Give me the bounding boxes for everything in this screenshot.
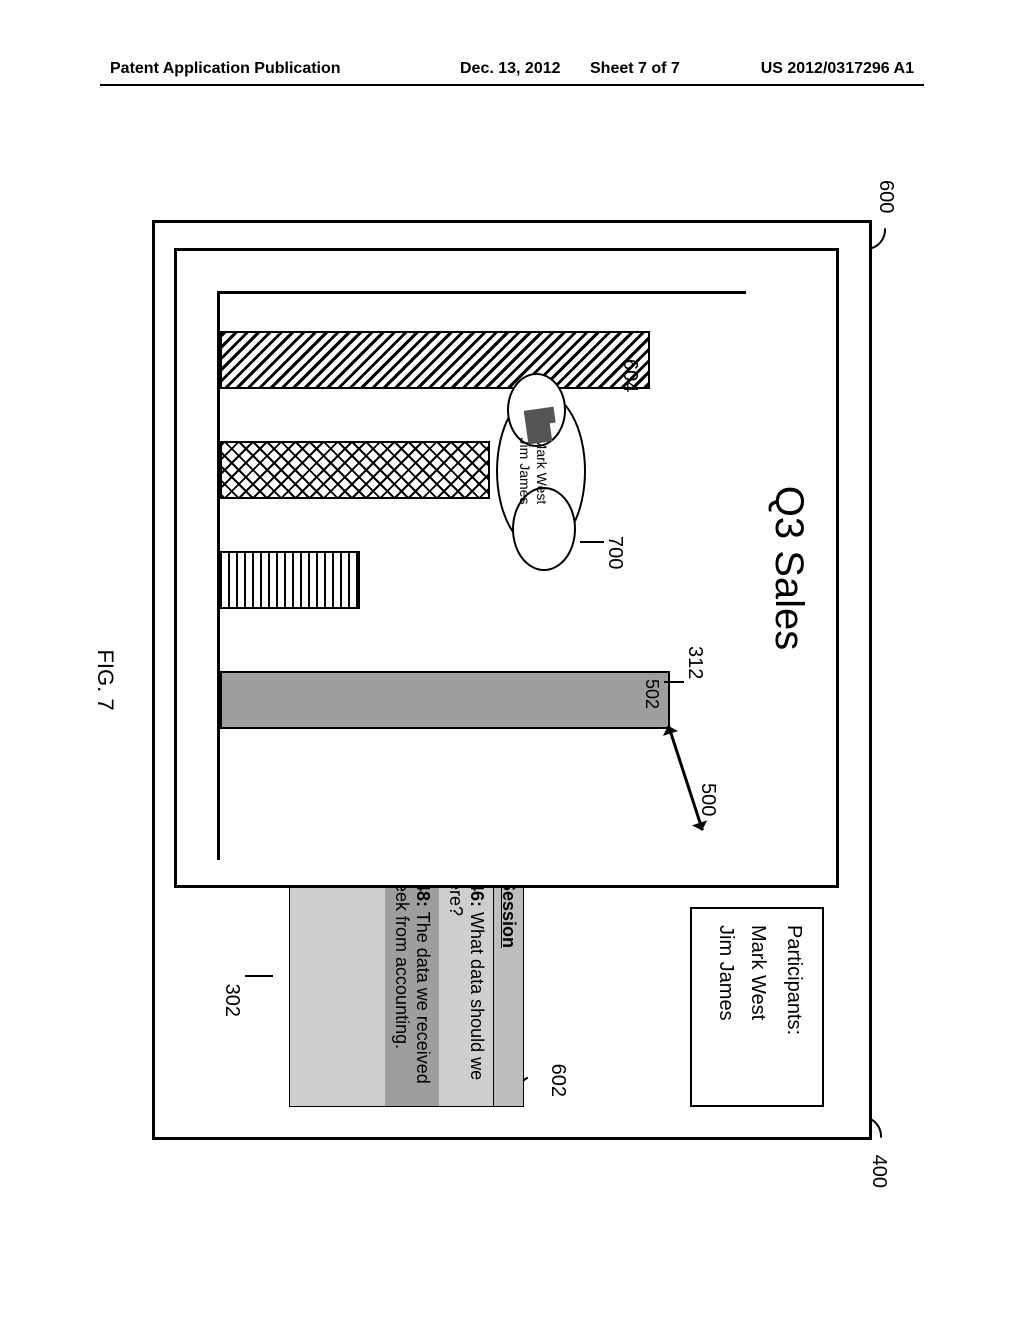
- folder-icon: [524, 407, 552, 444]
- header-left: Patent Application Publication: [110, 60, 341, 78]
- leader-700: [580, 541, 604, 543]
- header-rule: [100, 84, 924, 86]
- participants-header: Participants:: [778, 925, 810, 1089]
- ref-700: 700: [603, 536, 626, 569]
- ref-502: 502: [641, 679, 662, 709]
- figure-label: FIG. 7: [92, 649, 118, 710]
- outer-frame: 302 602 Participants: Mark West Jim Jame…: [152, 220, 872, 1140]
- leader-604: [592, 387, 618, 389]
- page: Patent Application Publication Dec. 13, …: [0, 0, 1024, 1320]
- header-pubno: US 2012/0317296 A1: [761, 60, 914, 78]
- leader-312: [664, 681, 684, 683]
- participants-panel: Participants: Mark West Jim James: [690, 907, 824, 1107]
- bar-highlighted: 502: [220, 671, 670, 729]
- inner-frame: Q3 Sales 502 312 604 700: [174, 248, 839, 888]
- header-date: Dec. 13, 2012: [460, 60, 561, 78]
- header-sheet: Sheet 7 of 7: [590, 60, 680, 78]
- bar: [220, 441, 490, 499]
- ref-600: 600: [874, 180, 897, 213]
- figure-stage: 600 400 302 602 Participants: Mark West …: [132, 190, 892, 1170]
- participant-row: Mark West: [742, 925, 774, 1089]
- ref-302: 302: [220, 984, 243, 1017]
- leader-302: [245, 975, 273, 977]
- bar: [220, 551, 360, 609]
- axis-y: [217, 291, 746, 294]
- participant-row: Jim James: [710, 925, 742, 1089]
- ref-312: 312: [683, 646, 706, 679]
- ref-604: 604: [618, 359, 641, 392]
- bar: [220, 331, 650, 389]
- ref-500: 500: [696, 783, 719, 816]
- ref-400: 400: [867, 1155, 890, 1188]
- chart-title: Q3 Sales: [766, 251, 811, 885]
- cloud-callout: Mark West Jim James: [496, 391, 586, 551]
